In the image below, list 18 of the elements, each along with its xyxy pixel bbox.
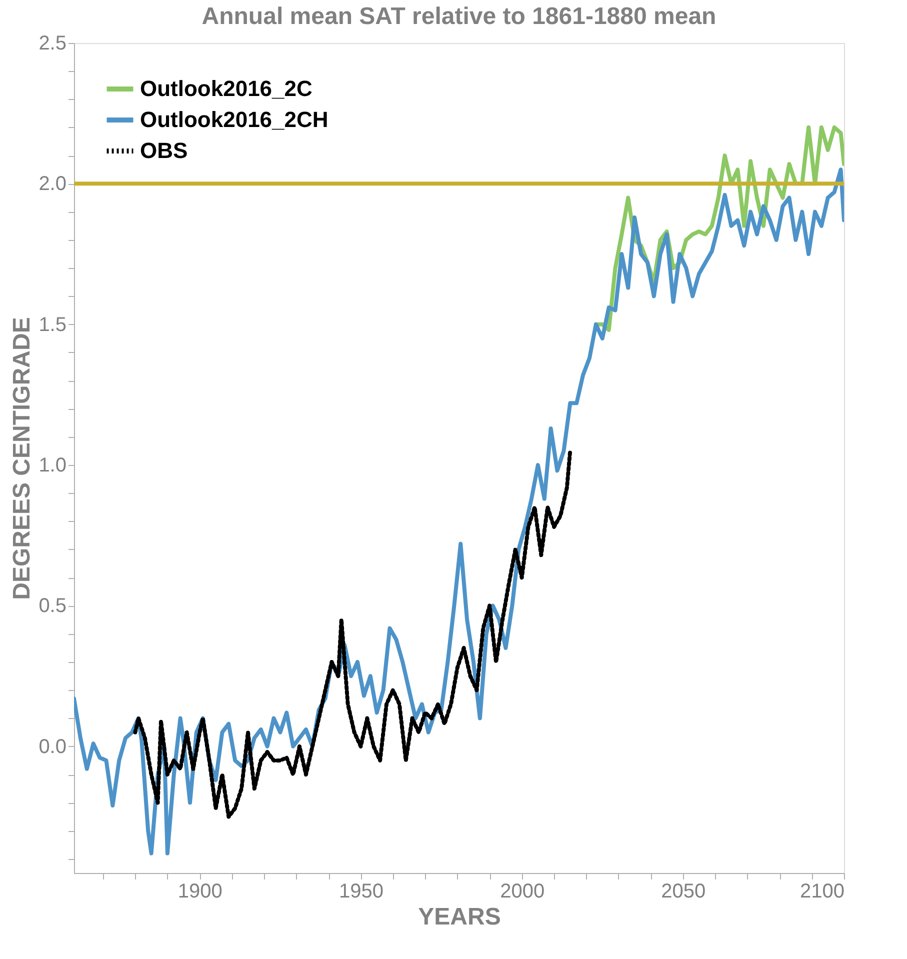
x-axis-title: YEARS: [418, 904, 501, 930]
x-tick-label: 2100: [800, 880, 844, 902]
x-tick-label: 1900: [178, 880, 222, 902]
y-axis-title: DEGREES CENTIGRADE: [8, 317, 36, 600]
chart-title: Annual mean SAT relative to 1861-1880 mean: [202, 3, 716, 30]
legend-label: Outlook2016_2CH: [140, 107, 328, 132]
x-tick-label: 2050: [661, 880, 706, 902]
x-tick-label: 2000: [500, 880, 545, 902]
y-tick-label: 1.5: [38, 314, 66, 336]
legend-label: Outlook2016_2C: [140, 76, 313, 101]
y-tick-label: 2.0: [38, 173, 66, 196]
y-tick-label: 0.5: [38, 595, 66, 618]
legend-label: OBS: [140, 138, 188, 163]
y-tick-label: 0.0: [38, 736, 66, 758]
x-tick-label: 1950: [338, 880, 384, 902]
y-tick-label: 2.5: [38, 32, 66, 54]
line-series: [133, 448, 572, 819]
y-tick-label: 1.0: [38, 454, 66, 477]
